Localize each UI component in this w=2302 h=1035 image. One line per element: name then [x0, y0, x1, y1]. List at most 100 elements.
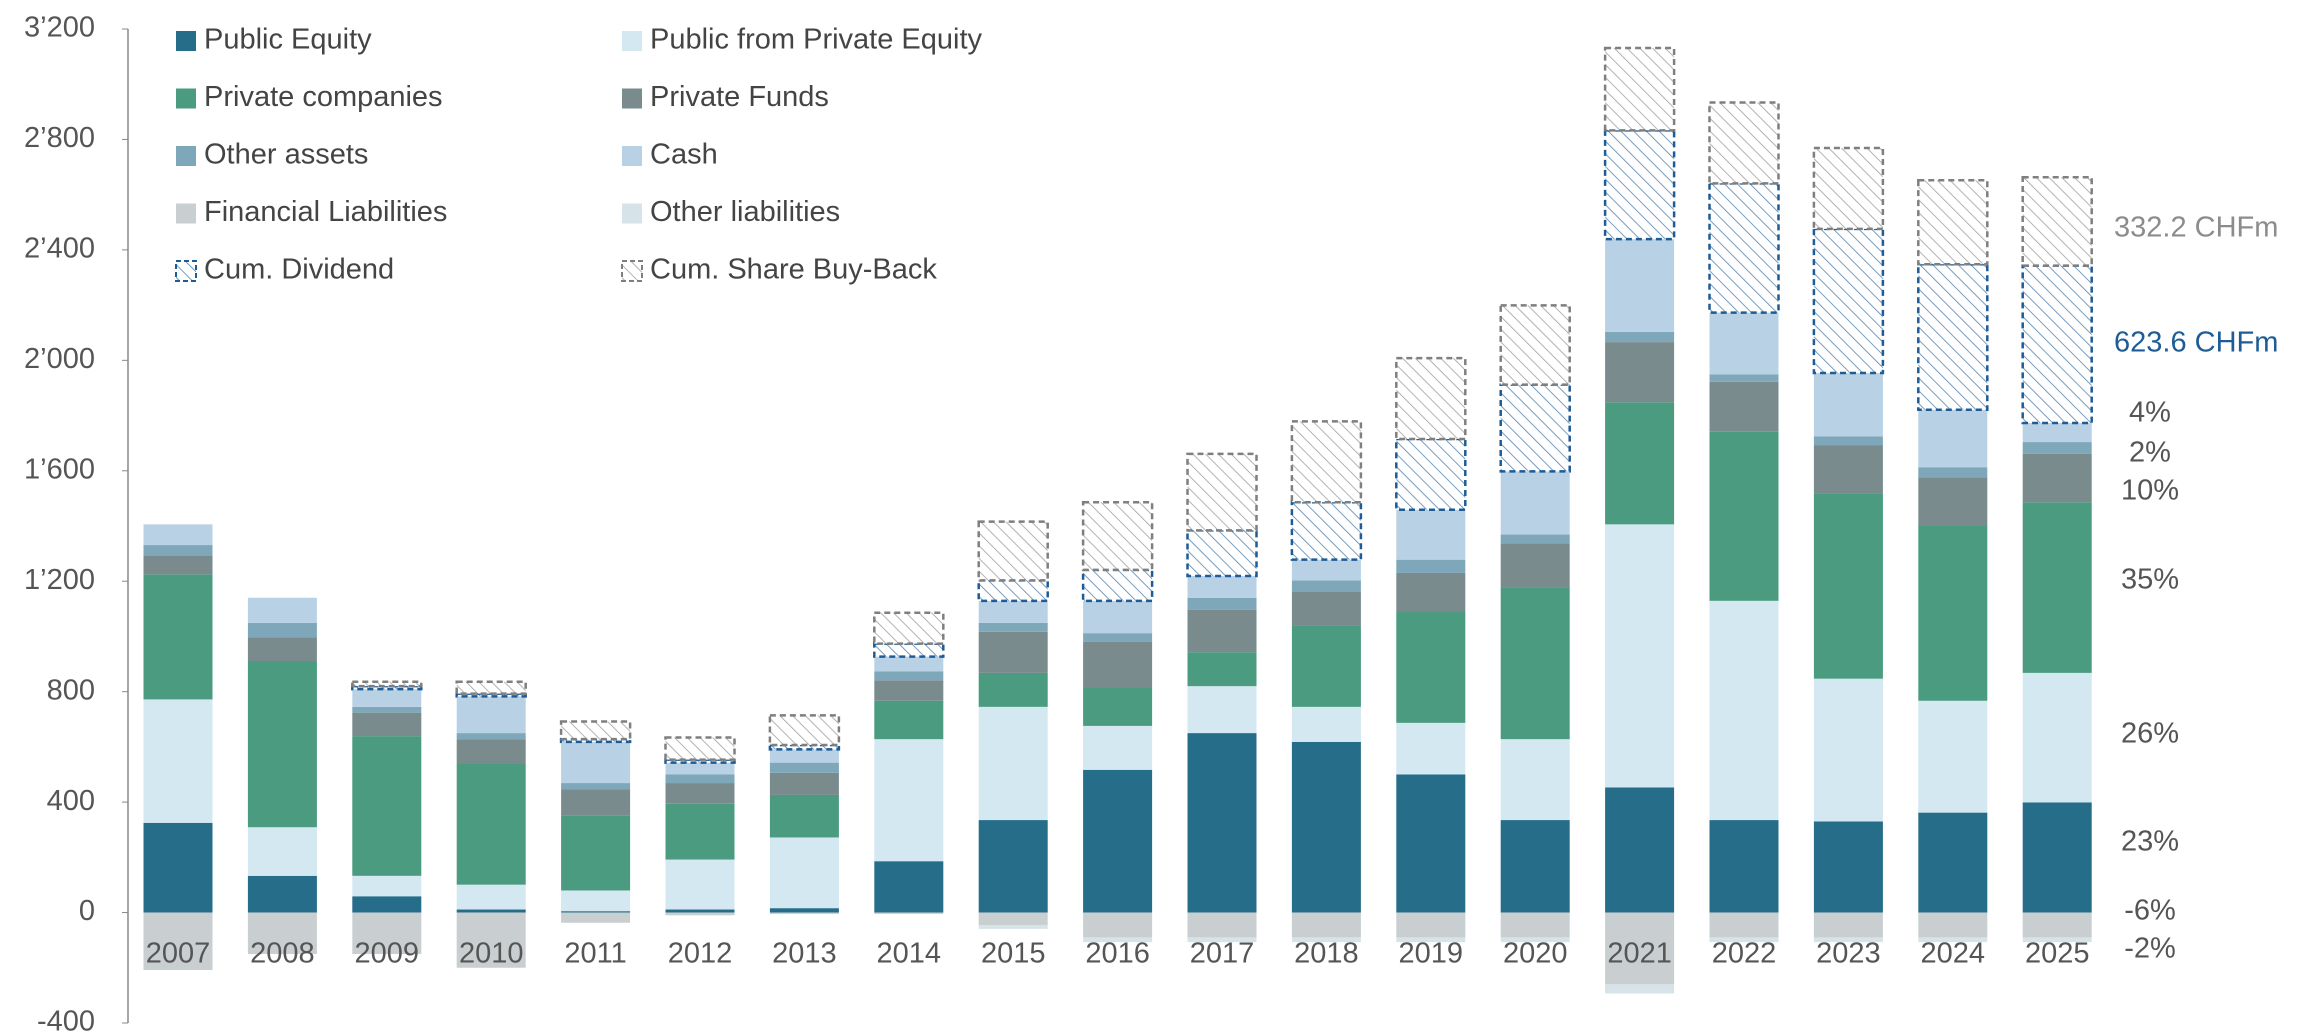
bar-segment	[351, 680, 423, 688]
bar-segment	[2022, 423, 2092, 443]
x-tick-label: 2016	[1085, 938, 1150, 970]
bar-segment	[1708, 182, 1780, 314]
legend-swatch	[176, 203, 196, 224]
bar-segment	[561, 741, 631, 784]
bar-segment	[247, 622, 317, 638]
legend-label: Other liabilities	[650, 196, 840, 228]
x-tick-label: 2011	[564, 938, 626, 970]
bar-segment	[456, 764, 526, 885]
bar-segment	[2022, 672, 2092, 803]
bar-segment	[1291, 591, 1361, 626]
bar-segment	[1500, 534, 1570, 544]
bar-segment	[1603, 129, 1676, 241]
bar-segment	[1395, 437, 1467, 511]
x-tick-label: 2013	[772, 938, 837, 970]
bar-segment	[1708, 101, 1780, 185]
annotation: 35%	[2121, 564, 2179, 596]
bar-segment	[143, 545, 213, 556]
bar-segment	[1083, 769, 1153, 913]
bar-segment	[1500, 912, 1570, 938]
bar-segment	[1709, 600, 1779, 821]
bar-segment	[1709, 312, 1779, 375]
bar-segment	[1812, 146, 1885, 231]
bar-segment	[1500, 587, 1570, 740]
legend-label: Financial Liabilities	[204, 196, 447, 228]
bar-segment	[456, 696, 526, 734]
bar-segment	[1396, 509, 1466, 560]
annotation: 10%	[2121, 475, 2179, 507]
bar-segment	[769, 749, 839, 763]
y-tick-label: 2’000	[24, 343, 95, 375]
bar-segment	[978, 622, 1048, 632]
legend-swatch	[176, 88, 196, 109]
bar-segment	[978, 924, 1048, 929]
bar-segment	[1187, 609, 1257, 653]
legend-label: Private Funds	[650, 81, 829, 113]
bar-segment	[665, 783, 735, 804]
y-tick-label: 3’200	[24, 12, 95, 44]
bar-segment	[456, 739, 526, 765]
bar-segment	[1291, 580, 1361, 592]
bar-segment	[977, 520, 1049, 582]
bar-segment	[1605, 912, 1675, 985]
legend-label: Public from Private Equity	[650, 24, 983, 56]
bar-segment	[2021, 176, 2093, 267]
bar-segment	[352, 736, 422, 876]
legend-label: Public Equity	[204, 24, 372, 56]
bar-segment	[977, 579, 1049, 603]
y-tick-label: 1’200	[24, 564, 95, 596]
bar-segment	[1500, 937, 1570, 943]
bar-segment	[247, 827, 317, 876]
x-tick-label: 2024	[1921, 938, 1986, 970]
bar-segment	[352, 706, 422, 713]
bar-segment	[1605, 402, 1675, 525]
bar-segment	[1813, 821, 1883, 913]
annotation: 26%	[2121, 718, 2179, 750]
bar-segment	[1499, 383, 1571, 473]
bar-segment	[2021, 264, 2093, 425]
y-tick-label: 0	[79, 895, 95, 927]
x-tick-label: 2020	[1503, 938, 1568, 970]
bar-segment	[1813, 493, 1883, 679]
annotation: 623.6 CHFm	[2114, 327, 2278, 359]
y-tick-label: 800	[47, 674, 95, 706]
bar-segment	[143, 699, 213, 823]
bar-segment	[1605, 239, 1675, 332]
bar-segment	[1917, 262, 1989, 412]
bar-segment	[1918, 937, 1988, 943]
legend-label: Private companies	[204, 81, 443, 113]
bar-segment	[1083, 912, 1153, 938]
bar-segment	[2022, 442, 2092, 454]
bar-segment	[1918, 467, 1988, 478]
bar-segment	[978, 912, 1048, 925]
bar-segment	[143, 524, 213, 546]
bar-segment	[1083, 937, 1153, 943]
bar-segment	[561, 789, 631, 816]
annotation: 4%	[2129, 397, 2171, 429]
bar-segment	[1499, 304, 1571, 386]
legend-swatch	[622, 31, 642, 51]
bar-segment	[1186, 452, 1258, 532]
x-tick-label: 2015	[981, 938, 1046, 970]
annotation: 2%	[2129, 437, 2171, 469]
bar-segment	[874, 700, 944, 740]
bar-segment	[1396, 722, 1466, 775]
bar-segment	[1186, 529, 1258, 578]
bar-segment	[978, 820, 1048, 913]
bar-segment	[1813, 937, 1883, 943]
bar-segment	[1709, 912, 1779, 938]
bar-segment	[247, 875, 317, 913]
bar-segment	[769, 908, 839, 913]
bar-segment	[873, 642, 945, 658]
bar-segment	[1500, 739, 1570, 821]
y-tick-label: 2’400	[24, 233, 95, 265]
bar-segment	[1500, 471, 1570, 535]
bar-segment	[1918, 409, 1988, 468]
bar-segment	[561, 815, 631, 891]
bar-segment	[1918, 526, 1988, 701]
bar-segment	[1290, 420, 1363, 504]
bar-segment	[978, 600, 1048, 623]
legend-label: Other assets	[204, 139, 368, 171]
x-tick-label: 2010	[459, 938, 524, 970]
bar-segment	[2022, 912, 2092, 938]
